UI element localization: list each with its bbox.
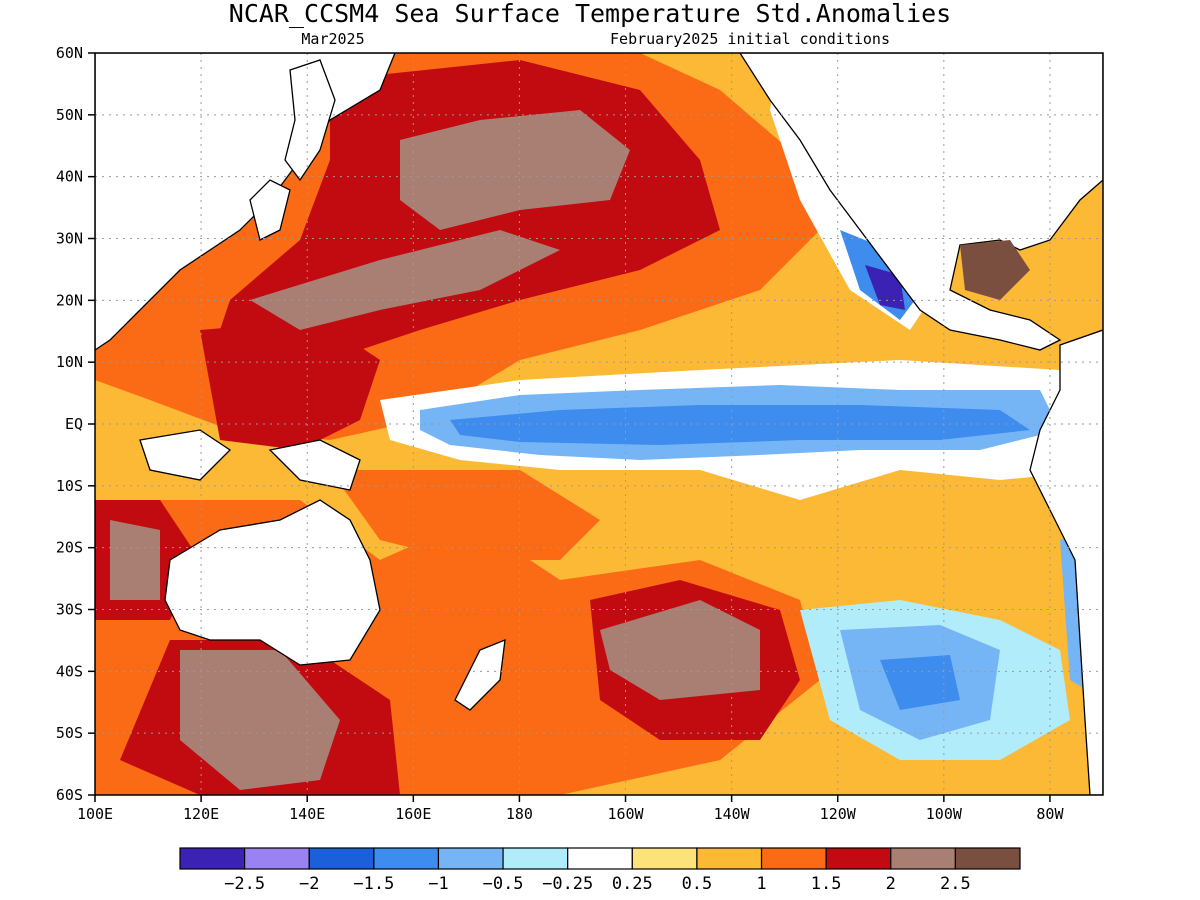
colorbar-swatch xyxy=(179,847,246,870)
land-japan xyxy=(249,179,291,241)
colorbar-label: 2 xyxy=(886,874,896,894)
lat-tick-label: 60S xyxy=(56,786,83,804)
lon-tick-label: 180 xyxy=(506,805,533,823)
strong-warm-west-pacific xyxy=(200,320,380,450)
lon-tick-label: 140E xyxy=(289,805,325,823)
very-warm-south-of-australia xyxy=(180,650,340,790)
colorbar-label: −0.25 xyxy=(542,874,593,894)
lat-tick-label: 40S xyxy=(56,662,83,680)
warm-region-coral-sea xyxy=(330,470,600,560)
lon-tick-label: 160W xyxy=(607,805,644,823)
lat-tick-label: 60N xyxy=(56,44,83,62)
land-kamchatka-kurils xyxy=(284,59,336,182)
lon-tick-label: 120E xyxy=(183,805,219,823)
lat-tick-label: 30N xyxy=(56,230,83,248)
lon-tick-label: 160E xyxy=(395,805,431,823)
land-australia xyxy=(164,499,381,666)
lat-tick-label: 30S xyxy=(56,601,83,619)
lat-tick-label: 40N xyxy=(56,168,83,186)
colorbar-swatch xyxy=(825,847,892,870)
very-warm-kuroshio xyxy=(400,110,630,230)
colorbar-label: −2 xyxy=(299,874,319,894)
lon-tick-label: 80W xyxy=(1036,805,1064,823)
colorbar-swatch xyxy=(760,847,827,870)
colorbar-swatch xyxy=(954,847,1021,870)
graticule xyxy=(95,53,1103,795)
figure-title: NCAR_CCSM4 Sea Surface Temperature Std.A… xyxy=(229,0,951,28)
lat-tick-label: 20S xyxy=(56,539,83,557)
lat-tick-label: 50S xyxy=(56,724,83,742)
colorbar-label: −1.5 xyxy=(353,874,394,894)
longitude-axis: 100E 120E 140E 160E 180 160W 140W 120W 100W 80W xyxy=(77,795,1064,823)
land-indonesia xyxy=(139,429,232,481)
colorbar: −2.5 −2 −1.5 −1 −0.5 −0.25 0.25 0.5 1 1.5 2 2.5 xyxy=(179,847,1021,894)
latitude-axis: 60N 50N 40N 30N 20N 10N EQ 10S 20S 30S 40S 50S 60S xyxy=(56,44,95,804)
colorbar-swatch xyxy=(308,847,375,870)
very-warm-west-australia xyxy=(110,520,160,600)
land-north-america xyxy=(739,53,1103,351)
colorbar-label: 0.5 xyxy=(682,874,713,894)
valid-month-label: Mar2025 xyxy=(301,30,364,48)
colorbar-label: −2.5 xyxy=(224,874,265,894)
colorbar-label: 2.5 xyxy=(940,874,971,894)
land-new-zealand xyxy=(454,638,506,711)
init-conditions-label: February2025 initial conditions xyxy=(610,30,890,48)
lat-tick-label: 20N xyxy=(56,291,83,309)
very-warm-subtropical-band xyxy=(250,230,560,330)
colorbar-swatch xyxy=(244,847,310,870)
land-south-america xyxy=(1029,329,1103,795)
colorbar-label: −1 xyxy=(428,874,448,894)
colorbar-label: 1 xyxy=(756,874,766,894)
cold-equatorial-core xyxy=(450,405,1030,445)
lon-tick-label: 120W xyxy=(820,805,857,823)
lat-tick-label: 10N xyxy=(56,353,83,371)
gulf-of-mexico-anomaly xyxy=(960,240,1030,300)
colorbar-swatch xyxy=(890,847,956,870)
lon-tick-label: 100E xyxy=(77,805,113,823)
land-new-guinea xyxy=(268,439,361,491)
lon-tick-label: 140W xyxy=(714,805,751,823)
lon-tick-label: 100W xyxy=(926,805,963,823)
colorbar-swatch xyxy=(373,847,440,870)
colorbar-swatch xyxy=(567,847,633,870)
colorbar-swatch xyxy=(696,847,763,870)
very-warm-south-pacific xyxy=(600,600,760,700)
colorbar-label: −0.5 xyxy=(483,874,524,894)
colorbar-swatch xyxy=(502,847,569,870)
colorbar-label: 1.5 xyxy=(811,874,842,894)
colorbar-label: 0.25 xyxy=(612,874,653,894)
cold-southeast-pacific-core xyxy=(880,655,960,710)
lat-tick-label: EQ xyxy=(65,415,83,433)
colorbar-swatch xyxy=(631,847,698,870)
lat-tick-label: 10S xyxy=(56,477,83,495)
colorbar-swatch xyxy=(437,847,504,870)
lat-tick-label: 50N xyxy=(56,106,83,124)
